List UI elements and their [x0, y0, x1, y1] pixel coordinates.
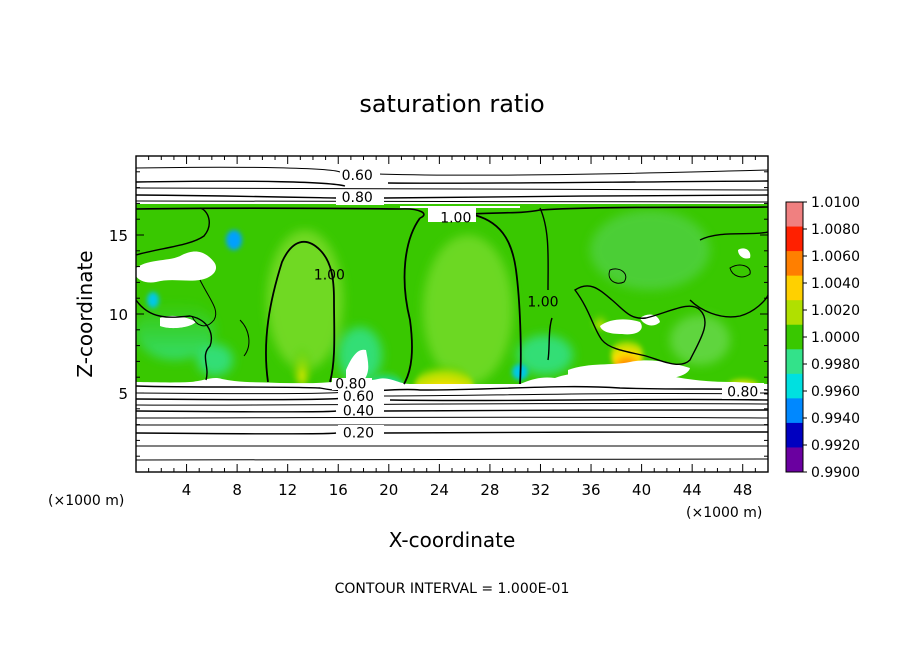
colorbar-swatch: [786, 324, 803, 350]
contour-label: 0.40: [343, 403, 374, 419]
colorbar-swatch: [786, 202, 803, 228]
contour-label: 0.60: [343, 389, 374, 405]
colorbar-swatch: [786, 422, 803, 448]
x-tick-label: 12: [278, 481, 297, 499]
chart-title: saturation ratio: [359, 90, 544, 118]
x-tick-label: 8: [232, 481, 242, 499]
z-unit-label: (×1000 m): [48, 493, 124, 509]
contour-label: 1.00: [314, 268, 345, 284]
y-tick-label: 15: [109, 227, 128, 245]
contour-label: 1.00: [527, 294, 558, 310]
y-tick-labels: 5 10 15: [109, 227, 128, 403]
colorbar-label: 0.9900: [811, 465, 860, 481]
x-tick-label: 16: [329, 481, 348, 499]
contour-label: 0.20: [343, 426, 374, 442]
contour-labels: 0.600.801.001.001.000.800.600.400.200.80: [314, 168, 758, 442]
contour-label: 0.80: [727, 384, 758, 400]
y-tick-label: 10: [109, 306, 128, 324]
colorbar-swatch: [786, 275, 803, 301]
contour-label: 0.60: [342, 168, 373, 184]
x-tick-label: 4: [182, 481, 192, 499]
x-tick-label: 44: [683, 481, 702, 499]
colorbar-label: 1.0100: [811, 195, 860, 211]
colorbar-label: 0.9980: [811, 357, 860, 373]
y-tick-label: 5: [118, 385, 128, 403]
colorbar-label: 0.9940: [811, 411, 860, 427]
colorbar-swatch: [786, 349, 803, 375]
x-tick-label: 20: [379, 481, 398, 499]
x-tick-label: 36: [581, 481, 600, 499]
x-tick-label: 32: [531, 481, 550, 499]
colorbar-label: 0.9920: [811, 438, 860, 454]
x-unit-label: (×1000 m): [686, 505, 762, 521]
colorbar-swatch: [786, 251, 803, 277]
contour-lines: [136, 166, 768, 461]
x-tick-labels: 4 8 12 16 20 24 28 32 36 40 44 48: [182, 481, 752, 499]
colorbar-label: 1.0040: [811, 276, 860, 292]
layer-bottom-edge: [136, 373, 768, 386]
colorbar-label: 1.0020: [811, 303, 860, 319]
colorbar-swatch: [786, 300, 803, 326]
colorbar-swatch: [786, 373, 803, 399]
colorbar-label: 0.9960: [811, 384, 860, 400]
colorbar-label: 1.0000: [811, 330, 860, 346]
x-tick-label: 24: [430, 481, 449, 499]
plot-field: [136, 156, 768, 472]
colorbar-label: 1.0060: [811, 249, 860, 265]
contour-label: 0.80: [342, 190, 373, 206]
x-tick-label: 48: [733, 481, 752, 499]
contour-label: 1.00: [440, 211, 471, 227]
axis-ticks: [136, 156, 768, 472]
contour-interval-note: CONTOUR INTERVAL = 1.000E-01: [335, 581, 570, 597]
x-axis-label: X-coordinate: [389, 528, 516, 552]
colorbar-swatch: [786, 226, 803, 252]
colorbar-swatch: [786, 398, 803, 424]
colorbar: 1.0100 1.0080 1.0060 1.0040 1.0020 1.0000 0.99…: [785, 195, 860, 481]
colorbar-swatch: [786, 447, 803, 473]
contour-label: 0.80: [335, 377, 366, 393]
colorbar-label: 1.0080: [811, 222, 860, 238]
contour-label-boxes: [332, 162, 764, 440]
x-tick-label: 40: [632, 481, 651, 499]
y-axis-label: Z-coordinate: [73, 250, 97, 377]
x-tick-label: 28: [480, 481, 499, 499]
